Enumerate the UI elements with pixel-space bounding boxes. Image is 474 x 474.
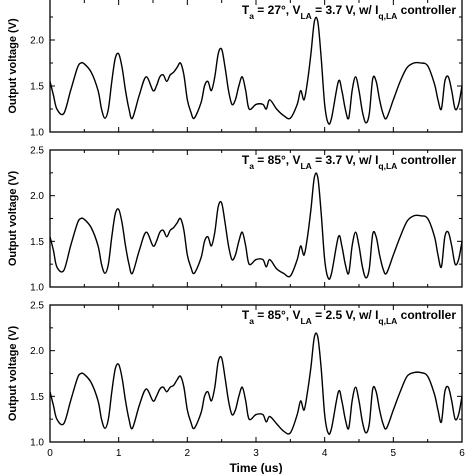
- y-tick-label: 1.0: [30, 128, 44, 139]
- y-tick-label: 2.0: [30, 346, 44, 357]
- y-tick-label: 1.5: [30, 82, 44, 93]
- y-tick-label: 2.0: [30, 36, 44, 47]
- y-axis-label: Output voltage (V): [7, 18, 19, 114]
- x-tick-label: 3: [253, 448, 259, 459]
- x-tick-label: 2: [185, 448, 191, 459]
- x-tick-label: 6: [459, 448, 465, 459]
- series-line-2: [49, 172, 463, 280]
- y-tick-label: 2.5: [30, 301, 44, 312]
- y-tick-label: 1.0: [30, 438, 44, 449]
- panel-annotation: Ta = 85°, VLA = 3.7 V, w/ Iq,LA controll…: [242, 153, 456, 171]
- y-axis-label: Output voltage (V): [7, 326, 19, 422]
- x-tick-label: 1: [116, 448, 122, 459]
- y-tick-label: 2.0: [30, 191, 44, 202]
- y-axis-label: Output voltage (V): [7, 171, 19, 267]
- series-line-3: [49, 332, 463, 435]
- x-axis-label: Time (us): [229, 461, 282, 474]
- x-tick-label: 0: [47, 448, 53, 459]
- plot-frame-3: [49, 304, 463, 443]
- y-tick-label: 1.5: [30, 392, 44, 403]
- plot-frame-2: [49, 149, 463, 288]
- series-line-1: [49, 16, 463, 125]
- plot-frame-1: [49, 0, 463, 133]
- panel-annotation: Ta = 85°, VLA = 2.5 V, w/ Iq,LA controll…: [242, 308, 456, 326]
- y-tick-label: 2.5: [30, 146, 44, 157]
- x-tick-label: 4: [322, 448, 328, 459]
- y-tick-label: 1.0: [30, 283, 44, 294]
- panel-annotation: Ta = 27°, VLA = 3.7 V, w/ Iq,LA controll…: [242, 3, 456, 21]
- y-tick-label: 1.5: [30, 237, 44, 248]
- x-tick-label: 5: [391, 448, 397, 459]
